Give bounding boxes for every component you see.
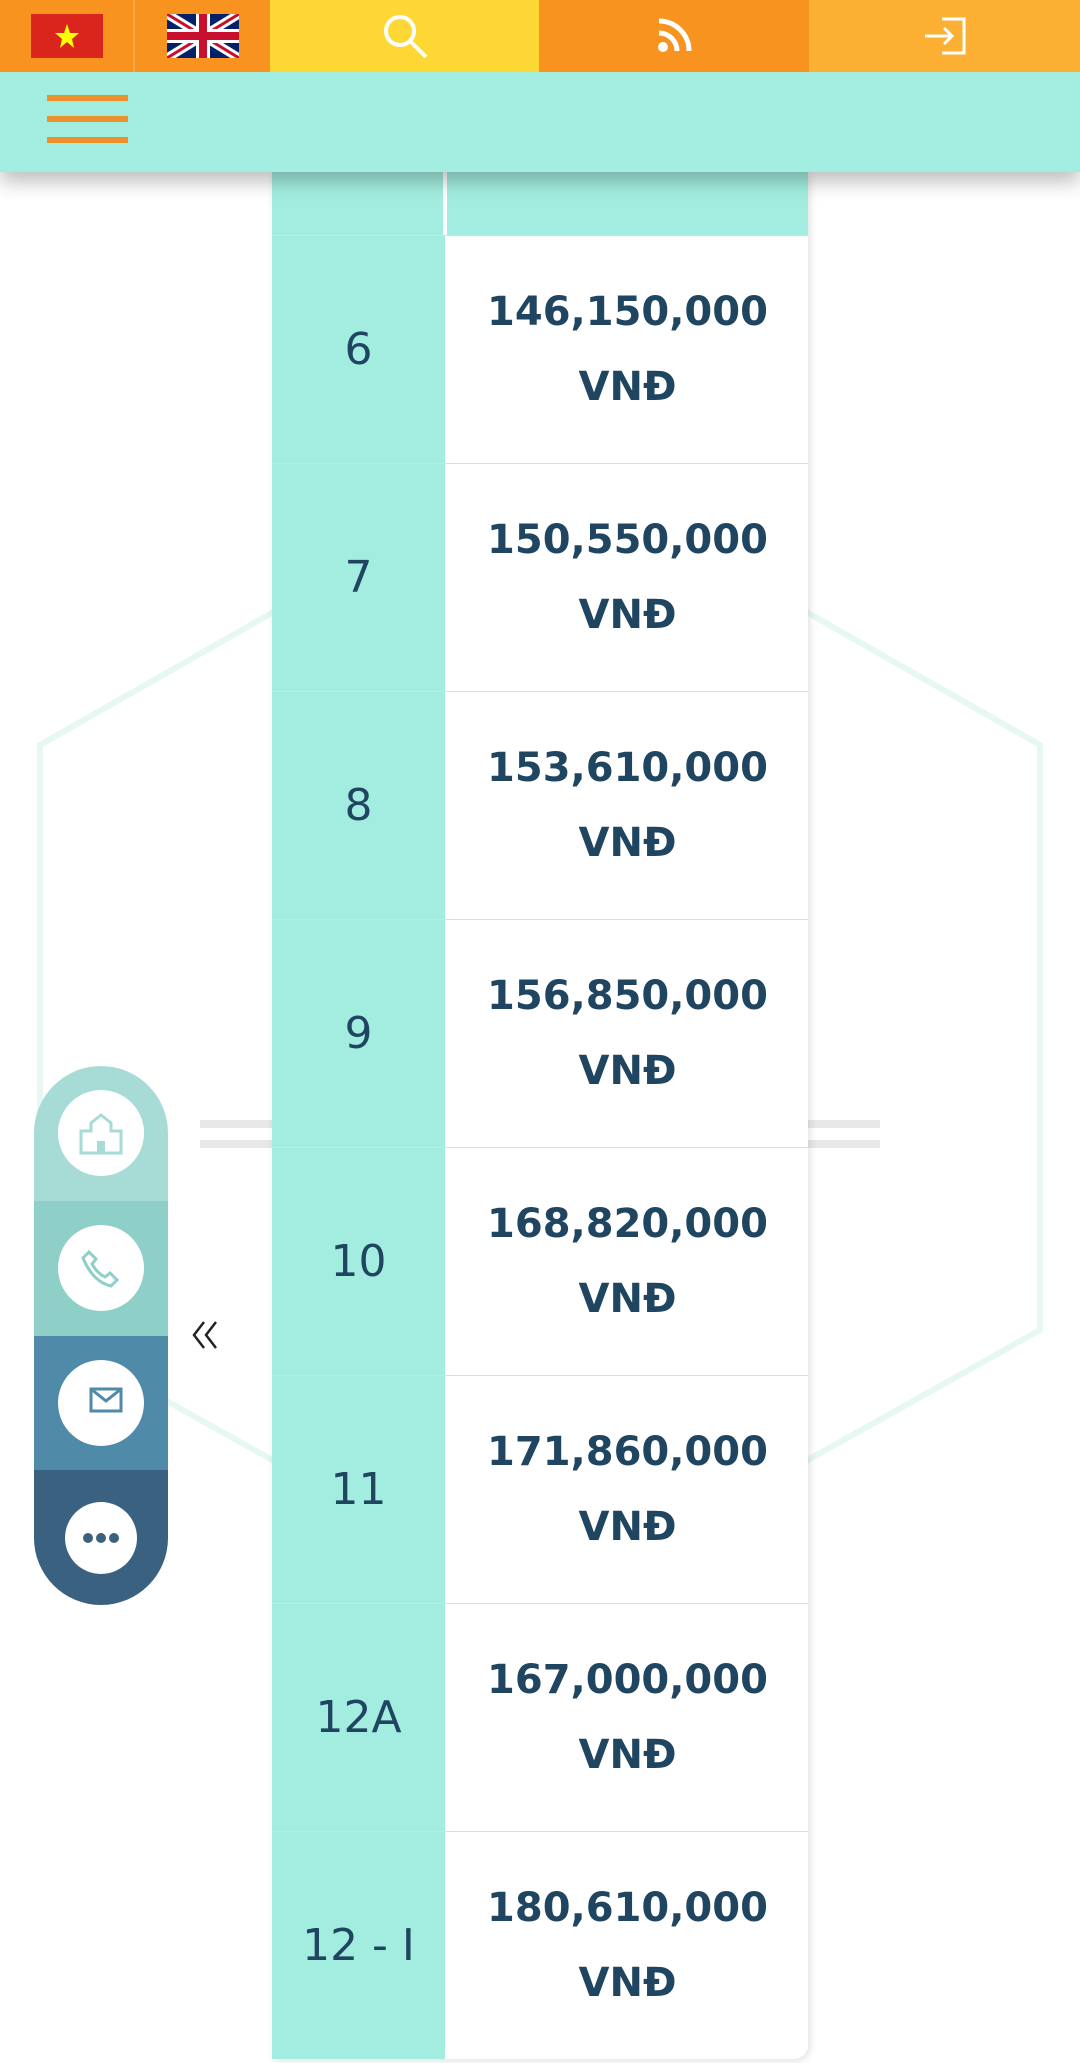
- fee-cell: 150,550,000 VNĐ: [447, 464, 808, 691]
- flag-vn: [30, 14, 103, 58]
- grade-cell: 7: [272, 464, 447, 691]
- grade-cell: 11: [272, 1376, 447, 1603]
- search-icon: [383, 15, 427, 59]
- phone-icon: [81, 1250, 120, 1288]
- fee-cell: 180,610,000 VNĐ: [447, 1832, 808, 2059]
- fee-cell: 168,820,000 VNĐ: [447, 1148, 808, 1375]
- table-row: 12A 167,000,000 VNĐ: [272, 1603, 808, 1831]
- school-icon: [79, 1113, 123, 1155]
- table-row: 11 171,860,000 VNĐ: [272, 1375, 808, 1603]
- icon-circle: [58, 1359, 144, 1446]
- flag-uk: [166, 14, 239, 58]
- search-button[interactable]: [270, 0, 539, 72]
- mail-button[interactable]: [34, 1335, 168, 1471]
- table-row: 8 153,610,000 VNĐ: [272, 691, 808, 919]
- school-button[interactable]: [34, 1066, 168, 1201]
- grade-cell: 10: [272, 1148, 447, 1375]
- english-flag[interactable]: [133, 0, 270, 72]
- header-cell: [272, 172, 447, 235]
- top-bar: [0, 0, 1080, 72]
- grade-cell: 6: [272, 236, 447, 463]
- table-row: 6 146,150,000 VNĐ: [272, 235, 808, 463]
- collapse-button[interactable]: [190, 1318, 220, 1352]
- fee-cell: 146,150,000 VNĐ: [447, 236, 808, 463]
- icon-circle: [58, 1090, 144, 1177]
- grade-cell: 12A: [272, 1604, 447, 1831]
- fee-table: 6 146,150,000 VNĐ 7 150,550,000 VNĐ 8 153,610…: [272, 172, 808, 2059]
- rss-icon: [658, 18, 692, 52]
- chat-button[interactable]: [34, 1470, 168, 1605]
- fee-cell: 156,850,000 VNĐ: [447, 920, 808, 1147]
- contact-widget: [34, 1066, 168, 1605]
- chat-icon: [83, 1532, 119, 1543]
- fee-cell: 167,000,000 VNĐ: [447, 1604, 808, 1831]
- table-row: 7 150,550,000 VNĐ: [272, 463, 808, 691]
- fee-cell: 153,610,000 VNĐ: [447, 692, 808, 919]
- grade-cell: 9: [272, 920, 447, 1147]
- login-button[interactable]: [809, 0, 1080, 72]
- grade-cell: 12 - I: [272, 1832, 447, 2059]
- table-row: 9 156,850,000 VNĐ: [272, 919, 808, 1147]
- header-cell: [447, 172, 808, 235]
- phone-button[interactable]: [34, 1200, 168, 1336]
- rss-button[interactable]: [539, 0, 809, 72]
- grade-cell: 8: [272, 692, 447, 919]
- menu-button[interactable]: [47, 95, 128, 143]
- table-row: 12 - I 180,610,000 VNĐ: [272, 1831, 808, 2059]
- icon-circle: [65, 1501, 137, 1574]
- table-row: 10 168,820,000 VNĐ: [272, 1147, 808, 1375]
- table-body: 6 146,150,000 VNĐ 7 150,550,000 VNĐ 8 153,610…: [272, 235, 808, 2059]
- fee-cell: 171,860,000 VNĐ: [447, 1376, 808, 1603]
- nav-bar: [0, 72, 1080, 172]
- header-row: [272, 172, 808, 235]
- icon-circle: [58, 1225, 144, 1312]
- vietnamese-flag[interactable]: [0, 0, 133, 72]
- login-icon: [924, 17, 965, 55]
- mail-icon: [89, 1387, 123, 1413]
